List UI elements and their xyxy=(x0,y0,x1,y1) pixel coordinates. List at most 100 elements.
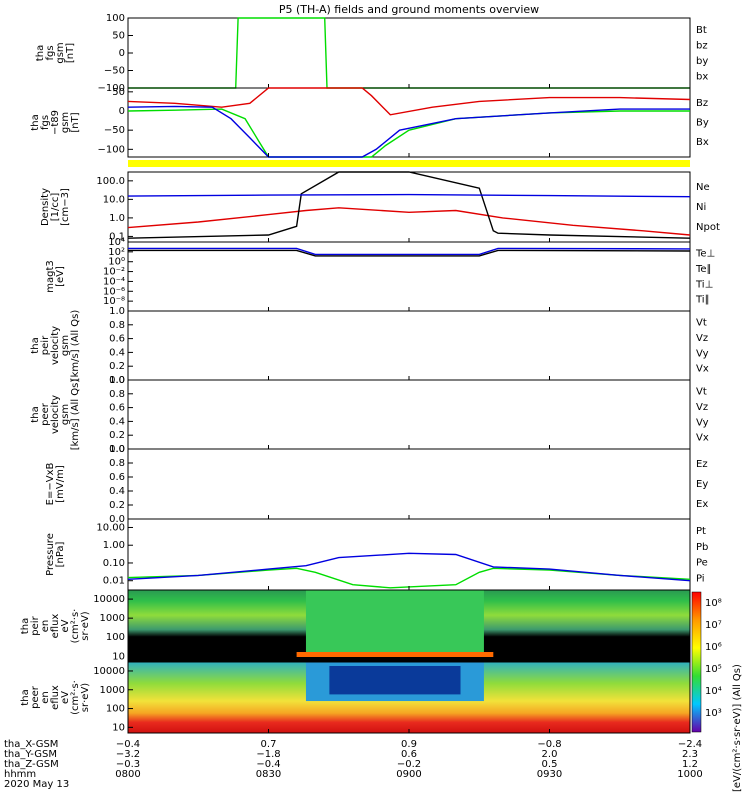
y-tick-label: 10.00 xyxy=(96,522,125,533)
y-axis-label: tha xyxy=(30,337,41,353)
y-tick-label: 0.8 xyxy=(109,389,125,400)
legend-pressure: Pb xyxy=(696,542,708,553)
y-axis-label: gsm xyxy=(55,42,66,63)
legend-pressure: Pe xyxy=(696,558,708,569)
y-axis-label: fgs xyxy=(40,115,51,130)
y-tick-label: 10⁻² xyxy=(103,267,125,278)
legend-efield: Ez xyxy=(696,459,708,470)
legend-fgs_dsl: Bz xyxy=(696,98,708,109)
x-tick-label: −1.8 xyxy=(256,749,280,760)
y-tick-label: 1.0 xyxy=(109,213,125,224)
legend-fgs: bx xyxy=(696,72,708,83)
y-axis-label: peer xyxy=(30,685,41,709)
legend-temp: Te∥ xyxy=(695,264,712,275)
series-fgs_dsl-By xyxy=(127,108,690,158)
y-tick-label: 0.01 xyxy=(103,576,125,587)
x-tick-label: 0800 xyxy=(115,769,140,780)
y-axis-label: [mV/m] xyxy=(55,465,66,503)
x-tick-label: −0.3 xyxy=(116,759,140,770)
electron-spectrogram-core xyxy=(329,666,461,695)
x-tick-label: −0.4 xyxy=(116,739,140,750)
legend-fgs: Bt xyxy=(696,25,707,36)
x-tick-label: 0830 xyxy=(256,769,281,780)
x-tick-label: −3.2 xyxy=(116,749,140,760)
y-axis-label: Density xyxy=(40,188,51,226)
x-row-label: tha_Y-GSM xyxy=(4,749,57,760)
y-tick-label: 10000 xyxy=(93,666,125,677)
y-tick-label: 1.0 xyxy=(109,444,125,455)
y-axis-label: [km/s] (All Qs) xyxy=(70,310,81,382)
y-axis-label: velocity xyxy=(50,326,61,365)
y-axis-label: sr·eV) xyxy=(80,611,91,640)
legend-fgs_dsl: Bx xyxy=(696,137,709,148)
legend-temp: Ti⊥ xyxy=(695,279,713,290)
legend-fgs: by xyxy=(696,56,708,67)
y-axis-label: [eV] xyxy=(55,266,66,287)
legend-efield: Ex xyxy=(696,499,708,510)
y-tick-label: 0.0 xyxy=(109,514,125,525)
y-tick-label: −50 xyxy=(104,125,125,136)
y-axis-label: Pressure xyxy=(45,533,56,576)
panel-frame-pressure xyxy=(127,518,691,591)
series-temp-Te∥ xyxy=(128,249,691,257)
y-tick-label: 0.4 xyxy=(109,416,125,427)
y-axis-label: −t89 xyxy=(50,110,61,135)
panel-frame-peer_vel xyxy=(127,379,691,450)
y-tick-label: 10 xyxy=(112,722,125,733)
panel-frame-fgs_dsl xyxy=(127,87,691,158)
colorbar-tick-label: 10⁶ xyxy=(705,642,722,653)
series-fgs_dsl-Bx xyxy=(127,105,690,158)
legend-fgs: bz xyxy=(696,40,708,51)
panel-frame-density xyxy=(127,171,691,243)
legend-density: Npot xyxy=(696,222,720,233)
legend-peer_vel: Vt xyxy=(696,387,707,398)
y-axis-label: magt3 xyxy=(45,260,56,293)
y-axis-label: tha xyxy=(30,114,41,130)
series-temp-Ti⊥ xyxy=(128,247,691,256)
y-tick-label: 0.10 xyxy=(103,558,125,569)
series-pressure-Pe xyxy=(127,567,691,589)
ion-spectrogram-low-energy xyxy=(296,652,494,657)
legend-pressure: Pt xyxy=(696,526,706,537)
y-axis-label: peir xyxy=(40,335,51,355)
series-density-Npot xyxy=(127,193,691,198)
legend-density: Ni xyxy=(696,202,706,213)
y-tick-label: 0.0 xyxy=(109,444,125,455)
x-tick-label: 0900 xyxy=(396,769,421,780)
x-tick-label: 0.6 xyxy=(401,749,417,760)
x-row-label: hhmm xyxy=(4,769,36,780)
y-tick-label: 10⁰ xyxy=(108,257,125,268)
x-tick-label: −2.4 xyxy=(678,739,702,750)
y-tick-label: 50 xyxy=(112,87,125,98)
y-tick-label: 10.0 xyxy=(103,194,125,205)
y-tick-label: −100 xyxy=(98,83,125,94)
y-tick-label: 0.4 xyxy=(109,486,125,497)
y-axis-label: en xyxy=(40,691,51,704)
x-tick-label: 0.9 xyxy=(401,739,417,750)
y-axis-label: peir xyxy=(30,615,41,635)
legend-peir_vel: Vt xyxy=(696,318,707,329)
series-pressure-Pi xyxy=(127,552,691,582)
y-tick-label: 0.2 xyxy=(109,430,125,441)
y-tick-label: −50 xyxy=(104,66,125,77)
x-tick-label: 0.7 xyxy=(261,739,277,750)
series-density-Ne xyxy=(127,207,691,236)
y-axis-label: (cm²·s· xyxy=(70,680,81,715)
x-tick-label: 2.3 xyxy=(682,749,698,760)
y-tick-label: 0.6 xyxy=(109,472,125,483)
legend-peir_vel: Vy xyxy=(696,348,709,359)
y-axis-label: [cm−3] xyxy=(60,188,71,226)
y-tick-label: 10000 xyxy=(93,594,125,605)
series-fgs-by xyxy=(128,17,690,89)
y-axis-label: fgs xyxy=(45,45,56,60)
y-tick-label: 100 xyxy=(106,632,125,643)
y-axis-label: gsm xyxy=(60,335,71,356)
x-tick-label: 0.5 xyxy=(542,759,558,770)
y-axis-label: eV xyxy=(60,619,71,632)
legend-peir_vel: Vx xyxy=(696,364,709,375)
y-tick-label: 100.0 xyxy=(96,176,125,187)
legend-pressure: Pi xyxy=(696,573,705,584)
y-axis-label: en xyxy=(40,620,51,633)
y-axis-label: sr·eV) xyxy=(80,683,91,712)
